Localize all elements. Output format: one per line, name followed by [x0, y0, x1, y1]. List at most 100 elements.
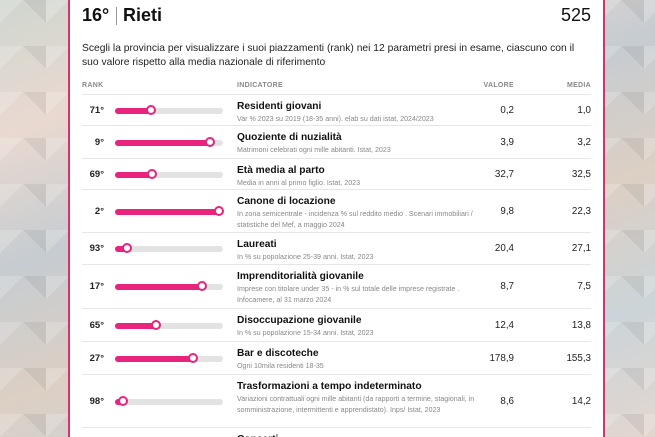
- row-rank: 69°: [89, 169, 104, 180]
- table-header: RANK INDICATORE VALORE MEDIA: [82, 82, 591, 94]
- table-row: 9° Quoziente di nuzialità Matrimoni celebr…: [82, 125, 591, 159]
- national-average: 32,5: [571, 169, 591, 180]
- table-row: Concerti: [82, 427, 591, 437]
- indicator-value: 32,7: [494, 169, 514, 180]
- national-average: 7,5: [577, 281, 591, 292]
- rank-bar: [115, 320, 223, 330]
- rank-bar-marker: [197, 281, 207, 291]
- table-row: 27° Bar e discoteche Ogni 10mila residenti…: [82, 341, 591, 375]
- indicator-value: 12,4: [494, 320, 514, 331]
- col-indicator: INDICATORE: [237, 82, 283, 89]
- indicator-cell: Canone di locazione In zona semicentrale …: [237, 196, 477, 230]
- col-value: VALORE: [483, 82, 514, 89]
- indicator-title: Quoziente di nuzialità: [237, 132, 342, 143]
- indicator-cell: Concerti: [237, 434, 477, 437]
- indicator-description: Media in anni al primo figlio. Istat, 20…: [237, 179, 361, 187]
- indicator-cell: Disoccupazione giovanile In % su popolazi…: [237, 315, 477, 339]
- overall-score: 525: [560, 5, 591, 25]
- rank-bar: [115, 281, 223, 291]
- overall-rank: 16°: [82, 5, 110, 25]
- table-row: 2° Canone di locazione In zona semicentral…: [82, 189, 591, 233]
- rank-bar: [115, 137, 223, 147]
- indicator-title: Bar e discoteche: [237, 348, 319, 359]
- national-average: 27,1: [571, 243, 591, 254]
- row-rank: 98°: [89, 396, 104, 407]
- national-average: 13,8: [571, 320, 591, 331]
- indicator-value: 0,2: [500, 105, 514, 116]
- indicator-title: Trasformazioni a tempo indeterminato: [237, 381, 422, 392]
- col-average: MEDIA: [566, 82, 591, 89]
- row-rank: 65°: [89, 320, 104, 331]
- rank-bar: [115, 353, 223, 363]
- indicator-cell: Quoziente di nuzialità Matrimoni celebrat…: [237, 132, 477, 156]
- indicator-value: 8,6: [500, 396, 514, 407]
- indicator-description: Imprese con titolare under 35 - in % sul…: [237, 285, 460, 304]
- indicator-cell: Laureati In % su popolazione 25-39 anni. …: [237, 239, 477, 263]
- indicator-cell: Bar e discoteche Ogni 10mila residenti 18…: [237, 348, 477, 372]
- national-average: 3,2: [577, 137, 591, 148]
- indicator-value: 178,9: [489, 353, 514, 364]
- rank-bar-fill: [115, 140, 210, 146]
- indicator-title: Canone di locazione: [237, 196, 336, 207]
- indicator-value: 3,9: [500, 137, 514, 148]
- indicator-title: Disoccupazione giovanile: [237, 315, 362, 326]
- rank-bar-marker: [205, 137, 215, 147]
- national-average: 22,3: [571, 206, 591, 217]
- rank-bar-marker: [151, 320, 161, 330]
- rank-bar-fill: [115, 284, 202, 290]
- rank-bar-marker: [146, 105, 156, 115]
- indicator-description: Ogni 10mila residenti 18-35: [237, 362, 324, 370]
- rank-bar: [115, 243, 223, 253]
- rank-bar-marker: [118, 396, 128, 406]
- row-rank: 93°: [89, 243, 104, 254]
- row-rank: 17°: [89, 281, 104, 292]
- indicator-value: 20,4: [494, 243, 514, 254]
- province-header: 16° Rieti 525: [82, 5, 591, 27]
- indicator-title: Residenti giovani: [237, 101, 322, 112]
- table-row: 71° Residenti giovani Var % 2023 su 2019 (…: [82, 94, 591, 126]
- national-average: 155,3: [566, 353, 591, 364]
- table-row: 17° Imprenditorialità giovanile Imprese co…: [82, 264, 591, 309]
- row-rank: 71°: [89, 105, 104, 116]
- indicator-value: 9,8: [500, 206, 514, 217]
- table-row: 98° Trasformazioni a tempo indeterminato V…: [82, 374, 591, 428]
- indicator-description: In zona semicentrale - incidenza % sul r…: [237, 210, 473, 229]
- indicator-value: 8,7: [500, 281, 514, 292]
- province-name[interactable]: Rieti: [115, 5, 163, 25]
- table-row: 65° Disoccupazione giovanile In % su popol…: [82, 308, 591, 342]
- rank-bar-marker: [122, 243, 132, 253]
- indicator-cell: Trasformazioni a tempo indeterminato Vari…: [237, 381, 477, 415]
- table-row: 69° Età media al parto Media in anni al pr…: [82, 158, 591, 190]
- rank-bar-fill: [115, 108, 151, 114]
- indicator-title: Età media al parto: [237, 165, 325, 176]
- rank-bar: [115, 169, 223, 179]
- national-average: 14,2: [571, 396, 591, 407]
- indicator-description: Var % 2023 su 2019 (18-35 anni). elab su…: [237, 115, 434, 123]
- rank-bar-fill: [115, 246, 127, 252]
- table-row: 93° Laureati In % su popolazione 25-39 ann…: [82, 232, 591, 265]
- rank-bar: [115, 206, 224, 216]
- indicator-description: In % su popolazione 15-34 anni. Istat, 2…: [237, 329, 374, 337]
- row-rank: 27°: [89, 353, 104, 364]
- ranking-panel: 16° Rieti 525 Scegli la provincia per vi…: [68, 0, 605, 437]
- indicator-cell: Residenti giovani Var % 2023 su 2019 (18-…: [237, 101, 477, 125]
- row-rank: 9°: [94, 137, 104, 148]
- rank-bar-fill: [115, 209, 219, 215]
- rank-bar-fill: [115, 172, 152, 178]
- indicator-description: In % su popolazione 25-39 anni. Istat, 2…: [237, 253, 374, 261]
- rank-bar-marker: [214, 206, 224, 216]
- rank-bar-fill: [115, 356, 193, 362]
- rank-bar-fill: [115, 323, 156, 329]
- indicator-title: Concerti: [237, 434, 477, 437]
- indicator-cell: Imprenditorialità giovanile Imprese con t…: [237, 271, 477, 305]
- rank-bar-marker: [147, 169, 157, 179]
- national-average: 1,0: [577, 105, 591, 116]
- indicator-description: Variazioni contrattuali ogni mille abita…: [237, 395, 475, 414]
- indicator-title: Imprenditorialità giovanile: [237, 271, 364, 282]
- indicator-description: Matrimoni celebrati ogni mille abitanti.…: [237, 146, 391, 154]
- col-rank: RANK: [82, 82, 104, 89]
- indicator-cell: Età media al parto Media in anni al primo…: [237, 165, 477, 189]
- rank-bar: [115, 105, 223, 115]
- rank-bar: [115, 396, 223, 406]
- row-rank: 2°: [94, 206, 104, 217]
